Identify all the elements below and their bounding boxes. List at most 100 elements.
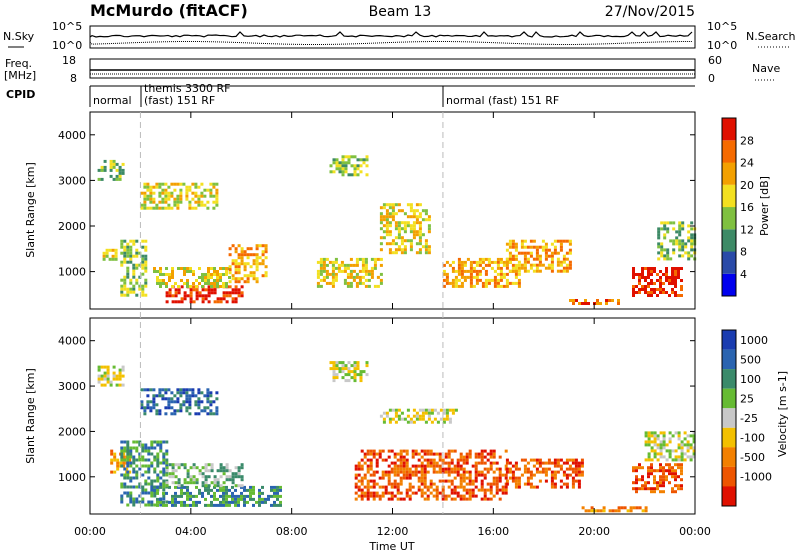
echo-cell [406,224,410,228]
echo-cell [198,276,201,279]
power-colorbar-label: Power [dB] [758,176,771,236]
echo-cell [185,406,189,410]
echo-cell [379,218,383,222]
echo-cell [103,159,107,163]
echo-cell [156,270,159,273]
echo-cell [400,251,404,255]
echo-cell [115,374,119,378]
echo-cell [138,443,142,447]
echo-cell [605,302,608,305]
echo-cell [237,497,240,501]
echo-cell [132,485,136,489]
echo-cell [668,294,671,297]
echo-cell [406,215,410,219]
echo-cell [379,414,383,418]
echo-cell [353,361,357,365]
echo-cell [483,467,487,471]
echo-cell [243,494,246,498]
echo-cell [240,294,244,298]
echo-cell [577,485,581,489]
echo-cell [662,472,665,476]
echo-cell [393,470,397,474]
echo-cell [415,233,419,237]
echo-cell [677,267,680,270]
echo-cell [432,464,436,468]
echo-cell [683,452,687,456]
echo-cell [153,503,157,507]
echo-cell [176,197,180,201]
echo-cell [505,482,509,486]
echo-cell [114,248,118,252]
nsky-trace [89,31,693,38]
echo-cell [520,266,524,270]
echo-cell [397,203,401,207]
echo-cell [399,449,403,453]
echo-cell [340,260,344,264]
echo-cell [517,269,521,273]
echo-cell [155,394,159,398]
echo-cell [209,188,213,192]
echo-cell [322,275,326,279]
colorbar-swatch [722,229,736,252]
echo-cell [149,388,153,392]
echo-cell [222,267,225,270]
echo-cell [113,452,117,456]
echo-cell [237,271,241,275]
echo-cell [511,269,515,273]
echo-cell [379,212,383,216]
echo-cell [635,506,639,510]
echo-cell [492,479,496,483]
echo-cell [165,473,169,477]
echo-cell [119,461,123,465]
echo-cell [553,245,557,249]
echo-cell [240,277,244,281]
echo-cell [270,494,273,498]
echo-cell [122,461,126,465]
echo-cell [222,500,225,504]
echo-cell [456,470,460,474]
echo-cell [577,467,581,471]
echo-cell [415,417,419,421]
echo-cell [126,446,130,450]
echo-cell [332,379,336,383]
echo-cell [243,488,246,492]
echo-cell [349,272,353,276]
echo-cell [225,485,228,489]
echo-cell [261,491,264,495]
echo-cell [356,158,360,162]
echo-cell [249,485,252,489]
echo-cell [418,236,422,240]
echo-cell [185,191,189,195]
echo-cell [164,388,168,392]
echo-cell [165,484,169,488]
echo-cell [408,494,412,498]
echo-cell [325,275,329,279]
echo-cell [535,467,539,471]
echo-cell [677,437,681,441]
echo-cell [571,458,575,462]
echo-cell [454,408,458,412]
echo-cell [168,463,172,467]
echo-cell [355,272,359,276]
echo-cell [532,257,536,261]
echo-cell [332,370,336,374]
echo-cell [504,473,508,477]
echo-cell [225,491,228,495]
echo-cell [210,282,213,285]
echo-cell [547,458,551,462]
echo-cell [174,497,177,501]
echo-cell [647,469,650,473]
echo-cell [246,277,250,281]
echo-cell [331,269,335,273]
echo-cell [234,271,238,275]
echo-cell [457,257,461,261]
echo-cell [547,248,551,252]
echo-cell [378,497,382,501]
echo-cell [520,245,524,249]
echo-cell [231,491,234,495]
echo-cell [222,282,225,285]
echo-cell [176,200,180,204]
echo-cell [480,482,484,486]
echo-cell [424,245,428,249]
echo-cell [674,469,677,473]
